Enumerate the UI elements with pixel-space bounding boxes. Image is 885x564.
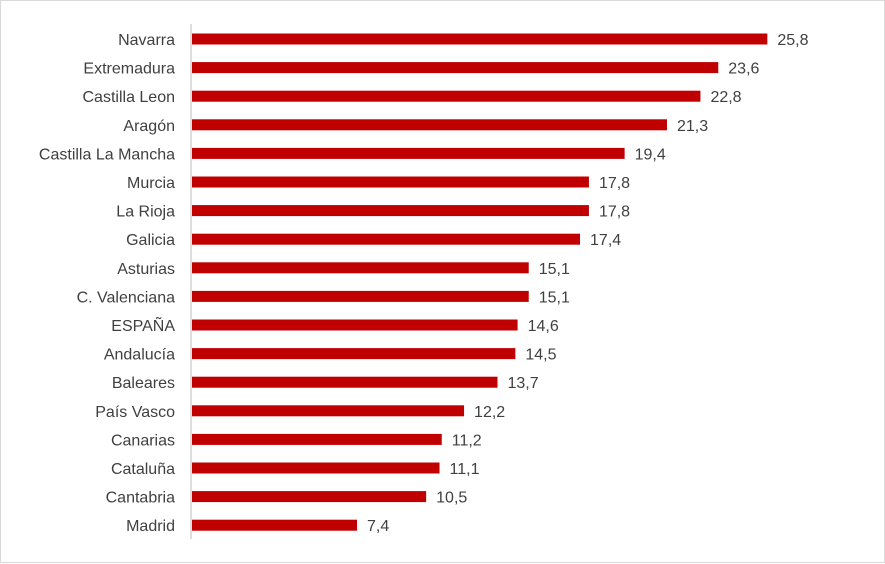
value-label: 17,4 xyxy=(590,232,621,249)
value-label: 21,3 xyxy=(677,118,708,135)
category-label: Galicia xyxy=(126,232,175,249)
value-label: 11,2 xyxy=(452,432,482,449)
bar xyxy=(192,205,589,217)
value-label: 19,4 xyxy=(635,146,666,163)
value-label: 25,8 xyxy=(777,32,808,49)
value-label: 14,6 xyxy=(528,318,559,335)
bar xyxy=(192,33,768,45)
bar xyxy=(192,90,701,102)
value-label: 15,1 xyxy=(539,289,570,306)
category-label: Andalucía xyxy=(104,347,175,364)
bar xyxy=(192,62,719,74)
value-label: 17,8 xyxy=(599,175,630,192)
category-label: C. Valenciana xyxy=(77,289,176,306)
bar xyxy=(192,491,427,503)
category-label: País Vasco xyxy=(95,404,175,421)
category-label: Cantabria xyxy=(106,490,175,507)
value-label: 22,8 xyxy=(710,89,741,106)
value-label: 7,4 xyxy=(367,518,389,535)
value-labels-group: 25,8 23,6 22,821,3 19,4 17,8 17,8 17,4 15,1 15,1… xyxy=(367,32,809,535)
value-label: 10,5 xyxy=(436,490,467,507)
bar xyxy=(192,462,440,474)
category-label: Murcia xyxy=(127,175,175,192)
category-label: Navarra xyxy=(118,32,175,49)
category-label: Baleares xyxy=(112,375,175,392)
category-label: Castilla Leon xyxy=(83,89,176,106)
bar xyxy=(192,119,667,131)
category-label: Extremadura xyxy=(83,61,175,78)
bar xyxy=(192,433,442,445)
category-label: Canarias xyxy=(111,432,175,449)
value-label: 15,1 xyxy=(539,261,570,278)
bar xyxy=(192,519,358,531)
bar xyxy=(192,262,529,274)
bar xyxy=(192,176,589,188)
category-label: Asturias xyxy=(117,261,175,278)
bar xyxy=(192,290,529,302)
bar xyxy=(192,376,498,388)
bar xyxy=(192,348,516,360)
value-label: 11,1 xyxy=(450,461,480,478)
category-label: Aragón xyxy=(123,118,175,135)
value-label: 14,5 xyxy=(525,347,556,364)
category-label: ESPAÑA xyxy=(111,315,175,335)
category-label: Cataluña xyxy=(111,461,175,478)
value-label: 17,8 xyxy=(599,204,630,221)
value-label: 12,2 xyxy=(474,404,505,421)
bars-group xyxy=(192,33,768,531)
bar xyxy=(192,405,465,417)
bar xyxy=(192,147,625,159)
category-label: Castilla La Mancha xyxy=(39,146,175,163)
bar xyxy=(192,233,581,245)
bar xyxy=(192,319,518,331)
category-labels-group: Navarra Extremadura Castilla Leon Aragón Cas… xyxy=(39,32,175,535)
category-label: La Rioja xyxy=(116,204,175,221)
value-label: 23,6 xyxy=(728,61,759,78)
category-label: Madrid xyxy=(126,518,175,535)
value-label: 13,7 xyxy=(508,375,539,392)
